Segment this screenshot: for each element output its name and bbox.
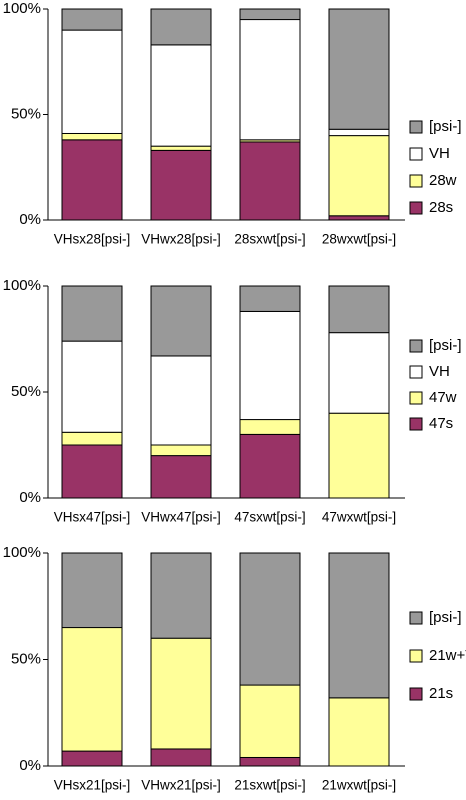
bar-segment xyxy=(150,285,212,357)
x-tick-label: VHsx47[psi-] xyxy=(54,510,131,525)
legend-swatch xyxy=(409,120,423,134)
x-tick-label: 47sxwt[psi-] xyxy=(234,510,305,525)
legend-label: 21w+VH xyxy=(429,647,466,664)
x-tick-label: VHwx47[psi-] xyxy=(141,510,221,525)
bar-segment xyxy=(239,433,301,499)
bar-segment xyxy=(61,444,123,499)
bar-segment xyxy=(150,637,212,750)
bar-segment xyxy=(239,8,301,21)
legend-label: 28s xyxy=(429,199,453,216)
legend-label: 28w xyxy=(429,172,457,189)
bar-segment xyxy=(61,285,123,342)
bar-segment xyxy=(328,128,390,137)
bar-segment xyxy=(150,455,212,499)
bar-segment xyxy=(61,8,123,31)
legend-swatch xyxy=(409,174,423,188)
bar-segment xyxy=(239,285,301,312)
bar-segment xyxy=(61,552,123,629)
bar-segment xyxy=(328,8,390,130)
y-tick-label: 50% xyxy=(11,383,41,400)
y-tick-label: 100% xyxy=(3,277,41,294)
y-tick-label: 0% xyxy=(19,211,41,228)
bar-segment xyxy=(328,215,390,221)
legend-swatch xyxy=(409,417,423,431)
bar-segment xyxy=(150,145,212,151)
legend-label: 47w xyxy=(429,389,457,406)
legend-label: [psi-] xyxy=(429,118,462,135)
y-tick-label: 100% xyxy=(3,0,41,17)
x-tick-label: 21sxwt[psi-] xyxy=(234,778,305,793)
x-tick-label: VHsx21[psi-] xyxy=(54,778,131,793)
legend-swatch xyxy=(409,339,423,353)
legend-swatch xyxy=(409,147,423,161)
legend-swatch xyxy=(409,391,423,405)
legend-label: [psi-] xyxy=(429,609,462,626)
y-tick-label: 50% xyxy=(11,105,41,122)
bar-segment xyxy=(150,44,212,147)
bar-segment xyxy=(239,684,301,758)
x-tick-label: VHsx28[psi-] xyxy=(54,232,131,247)
bar-segment xyxy=(61,431,123,446)
y-tick-label: 0% xyxy=(19,489,41,506)
bar-segment xyxy=(150,8,212,46)
bar-segment xyxy=(328,285,390,334)
x-tick-label: VHwx28[psi-] xyxy=(141,232,221,247)
legend-label: 21s xyxy=(429,685,453,702)
bar-segment xyxy=(239,19,301,141)
legend-label: VH xyxy=(429,145,450,162)
bar-segment xyxy=(239,310,301,421)
bar-segment xyxy=(61,132,123,141)
bar-segment xyxy=(328,697,390,767)
bar-segment xyxy=(61,340,123,433)
bar-segment xyxy=(150,552,212,639)
x-tick-label: VHwx21[psi-] xyxy=(141,778,221,793)
legend-swatch xyxy=(409,611,423,625)
legend-swatch xyxy=(409,365,423,379)
bar-segment xyxy=(61,750,123,767)
y-tick-label: 0% xyxy=(19,757,41,774)
y-tick-label: 50% xyxy=(11,650,41,667)
legend-swatch xyxy=(409,687,423,701)
bar-segment xyxy=(239,141,301,221)
bar-segment xyxy=(61,627,123,752)
x-tick-label: 21wxwt[psi-] xyxy=(322,778,396,793)
bar-segment xyxy=(239,756,301,767)
bar-segment xyxy=(239,419,301,435)
bar-segment xyxy=(239,552,301,686)
legend-label: [psi-] xyxy=(429,337,462,354)
bar-segment xyxy=(150,149,212,221)
bar-segment xyxy=(61,139,123,221)
bar-segment xyxy=(150,444,212,457)
legend-label: VH xyxy=(429,363,450,380)
legend-swatch xyxy=(409,649,423,663)
bar-segment xyxy=(328,412,390,499)
x-tick-label: 28wxwt[psi-] xyxy=(322,232,396,247)
bar-segment xyxy=(328,135,390,217)
x-tick-label: 28sxwt[psi-] xyxy=(234,232,305,247)
x-tick-label: 47wxwt[psi-] xyxy=(322,510,396,525)
y-tick-label: 100% xyxy=(3,544,41,561)
bar-segment xyxy=(150,355,212,446)
bar-segment xyxy=(328,552,390,699)
bar-segment xyxy=(328,332,390,414)
bar-segment xyxy=(61,29,123,134)
legend-label: 47s xyxy=(429,415,453,432)
bar-segment xyxy=(150,748,212,767)
legend-swatch xyxy=(409,201,423,215)
